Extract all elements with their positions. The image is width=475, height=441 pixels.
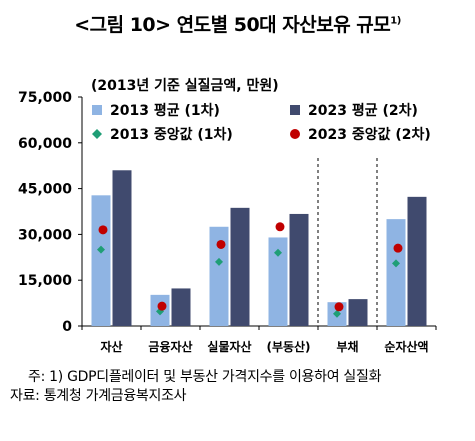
legend-swatch: [92, 105, 102, 115]
bar-2023-mean: [407, 196, 427, 326]
bar-2023-mean: [171, 288, 191, 326]
x-tick-label: 순자산액: [384, 339, 428, 354]
legend-swatch: [92, 129, 102, 139]
marker-2013-median: [274, 248, 282, 257]
legend-label: 2023 평균 (2차): [308, 102, 418, 119]
marker-2023-median: [334, 302, 344, 312]
x-tick-label: 실물자산: [207, 339, 251, 354]
marker-2023-median: [98, 225, 108, 235]
legend-swatch: [290, 105, 300, 115]
bar-2023-mean: [289, 213, 309, 326]
legend-swatch: [290, 129, 300, 139]
x-tick-label: 부채: [336, 339, 358, 354]
y-tick-label: 45,000: [18, 182, 72, 198]
unit-label: (2013년 기준 실질금액, 만원): [91, 77, 279, 94]
marker-2023-median: [275, 222, 285, 232]
source-text: 자료: 통계청 가계금융복지조사: [10, 388, 187, 404]
marker-2013-median: [392, 259, 400, 268]
marker-2013-median: [215, 257, 223, 266]
x-tick-label: (부동산): [266, 339, 310, 354]
x-tick-label: 자산: [100, 339, 122, 354]
chart-title: <그림 10> 연도별 50대 자산보유 규모1): [74, 14, 401, 36]
footnotes: 주: 1) GDP디플레이터 및 부동산 가격지수를 이용하여 실질화 자료: …: [10, 368, 381, 406]
bar-2023-mean: [230, 207, 250, 326]
marker-2023-median: [216, 239, 226, 249]
marker-2023-median: [393, 243, 403, 253]
bar-2013-mean: [386, 219, 406, 326]
legend-label: 2013 평균 (1차): [110, 102, 220, 119]
marker-2023-median: [157, 301, 167, 311]
y-tick-label: 0: [62, 319, 72, 335]
bar-2013-mean: [209, 226, 229, 326]
marker-2013-median: [333, 309, 341, 318]
legend-label: 2023 중앙값 (2차): [308, 126, 431, 143]
note-text: 주: 1) GDP디플레이터 및 부동산 가격지수를 이용하여 실질화: [28, 369, 382, 385]
bar-2013-mean: [268, 237, 288, 326]
y-tick-label: 60,000: [18, 136, 72, 152]
x-tick-label: 금융자산: [148, 339, 192, 354]
y-tick-label: 30,000: [18, 227, 72, 243]
y-tick-label: 75,000: [18, 90, 72, 106]
marker-2013-median: [97, 245, 105, 254]
legend-label: 2013 중앙값 (1차): [110, 126, 233, 143]
bar-2013-mean: [91, 195, 111, 326]
y-tick-label: 15,000: [18, 273, 72, 289]
bar-2023-mean: [348, 299, 368, 326]
bar-2023-mean: [112, 170, 132, 326]
